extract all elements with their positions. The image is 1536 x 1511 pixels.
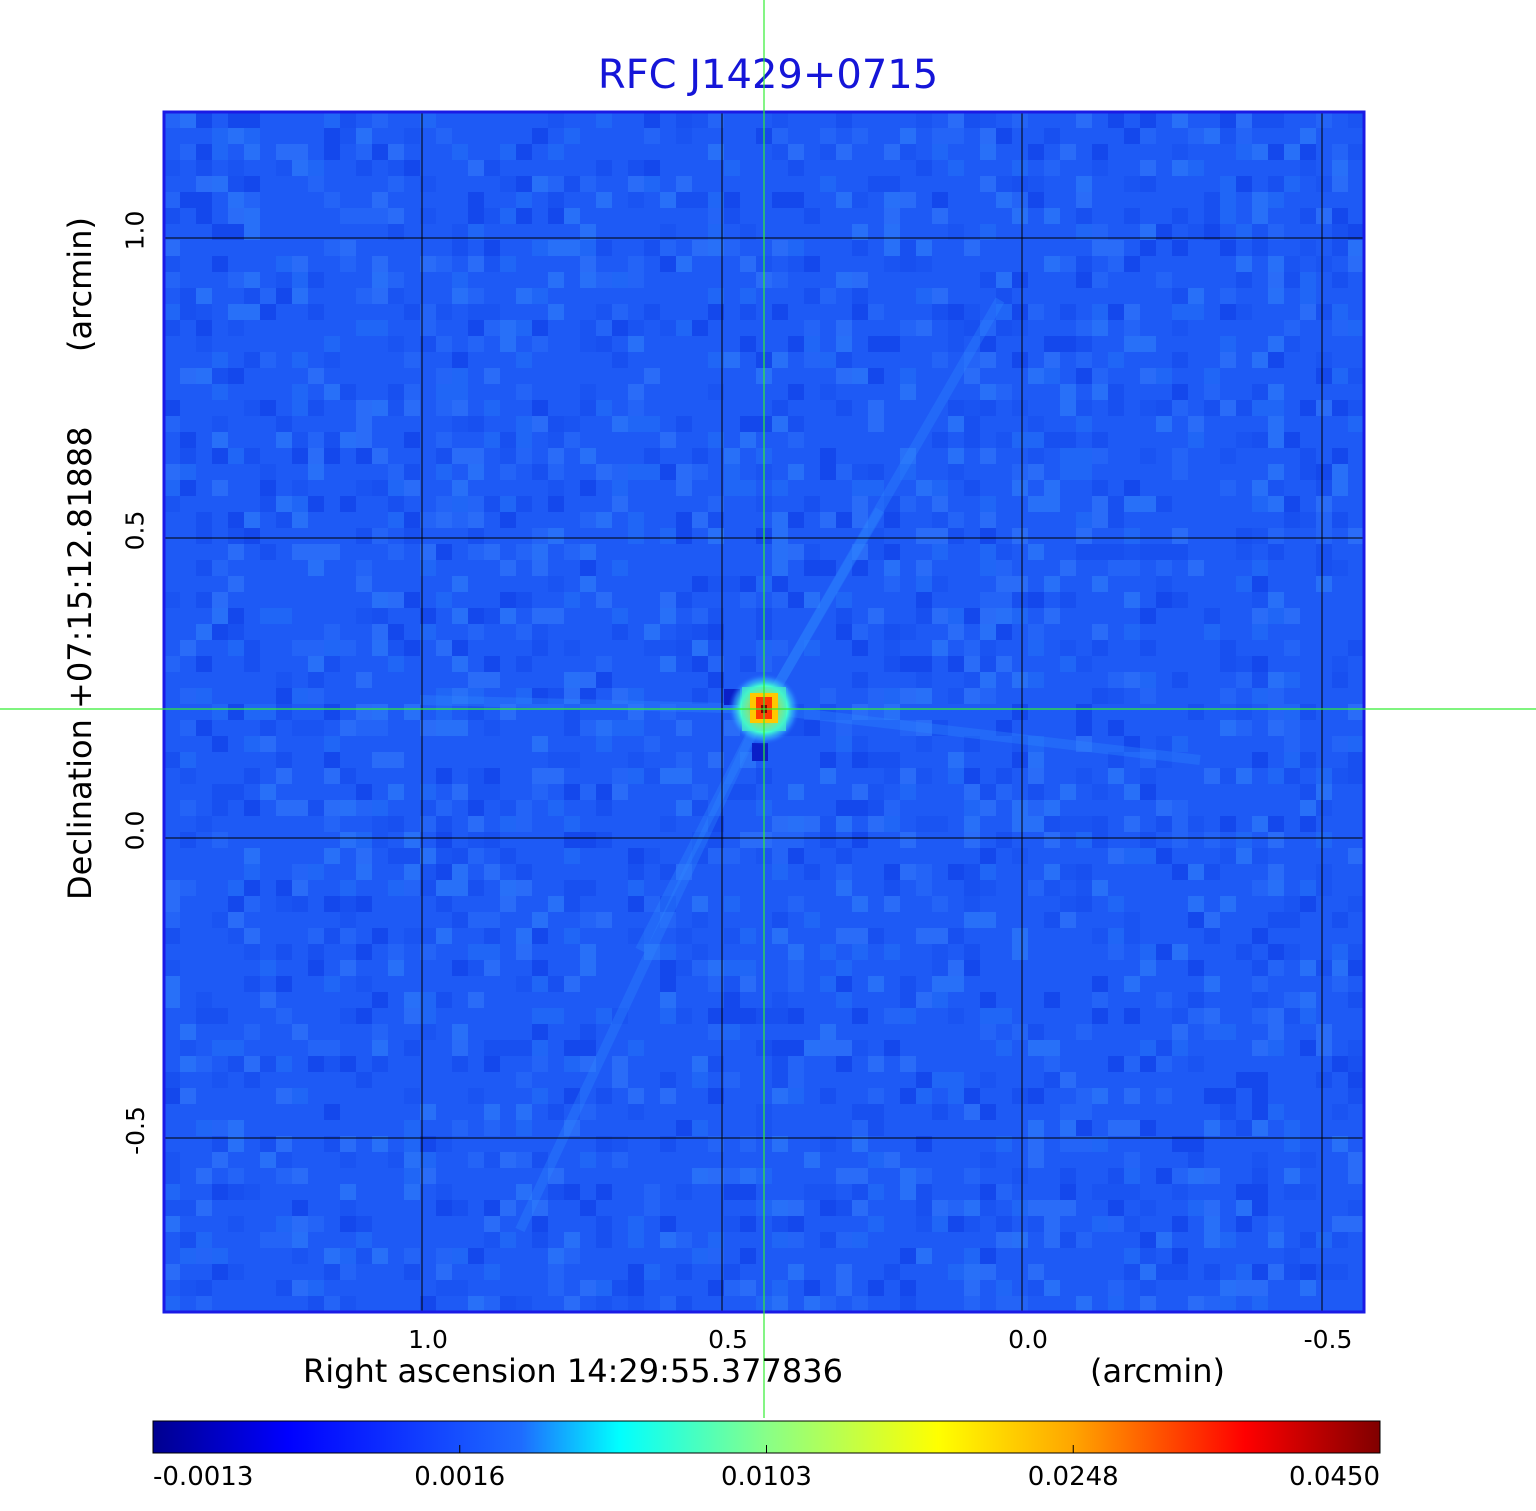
x-axis-unit: (arcmin) xyxy=(1090,1352,1225,1390)
plot-area xyxy=(0,0,1536,1418)
noise-pixels xyxy=(164,112,1364,1312)
x-tick-label: -0.5 xyxy=(1303,1325,1353,1354)
colorbar-tick-label: 0.0103 xyxy=(721,1462,812,1492)
colorbar-tick-label: 0.0016 xyxy=(414,1462,506,1492)
x-tick-label: 0.5 xyxy=(708,1325,748,1354)
chart-title: RFC J1429+0715 xyxy=(597,52,939,98)
colorbar-tick-label: 0.0248 xyxy=(1027,1462,1119,1492)
sidelobe-streak xyxy=(419,695,765,714)
y-axis-label: Declination +07:15:12.81888 xyxy=(61,426,99,900)
x-axis-label: Right ascension 14:29:55.377836 xyxy=(303,1352,843,1390)
negative-pixel xyxy=(752,743,768,761)
sidelobe-streak xyxy=(763,704,1201,765)
y-axis-unit: (arcmin) xyxy=(61,217,99,352)
sidelobe-streak xyxy=(515,706,769,1233)
x-tick-label: 1.0 xyxy=(408,1325,448,1354)
y-tick-label: 0.0 xyxy=(120,810,150,850)
sidelobe-streak xyxy=(635,706,769,953)
y-tick-label: 0.5 xyxy=(120,510,150,550)
colorbar-tick-label: -0.0013 xyxy=(153,1462,254,1492)
sidelobe-streak xyxy=(759,297,1005,712)
x-tick-label: 0.0 xyxy=(1008,1325,1048,1354)
y-tick-label: -0.5 xyxy=(120,1105,150,1155)
colorbar xyxy=(152,1420,1381,1454)
y-tick-label: 1.0 xyxy=(120,210,150,250)
colorbar-tick-label: 0.0450 xyxy=(1289,1462,1380,1492)
